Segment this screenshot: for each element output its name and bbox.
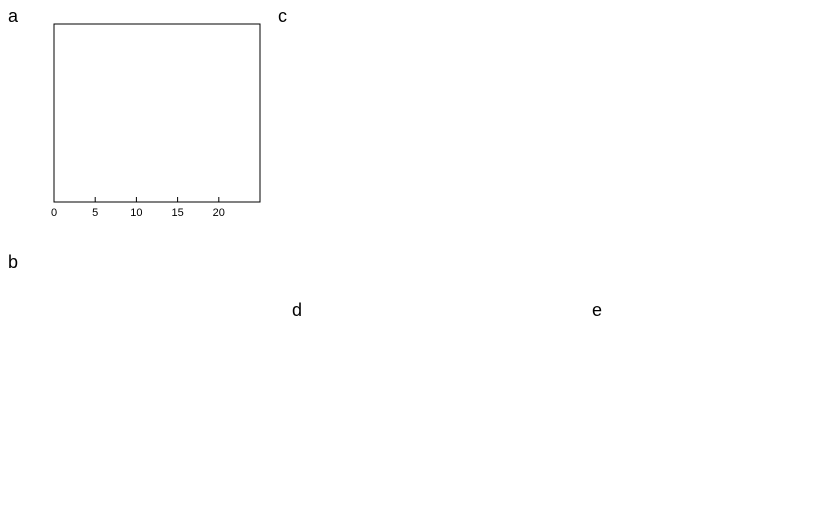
panel-d-label: d [292, 300, 302, 321]
svg-text:20: 20 [213, 207, 225, 219]
chart-e [590, 300, 814, 518]
chart-c [276, 6, 814, 292]
panel-a: a 0 5 10 15 20 [6, 6, 266, 238]
panel-e: e [590, 300, 814, 518]
chart-b [6, 252, 266, 510]
chart-a: 0 5 10 15 20 [6, 6, 266, 238]
panel-a-label: a [8, 6, 18, 27]
chart-d [290, 300, 580, 518]
svg-text:15: 15 [171, 207, 183, 219]
panel-b: b [6, 252, 266, 510]
svg-text:5: 5 [92, 207, 98, 219]
svg-text:10: 10 [130, 207, 142, 219]
panel-b-label: b [8, 252, 18, 273]
panel-d: d [290, 300, 580, 518]
panel-e-label: e [592, 300, 602, 321]
panel-c-label: c [278, 6, 287, 27]
panel-c: c [276, 6, 814, 292]
svg-text:0: 0 [51, 207, 57, 219]
